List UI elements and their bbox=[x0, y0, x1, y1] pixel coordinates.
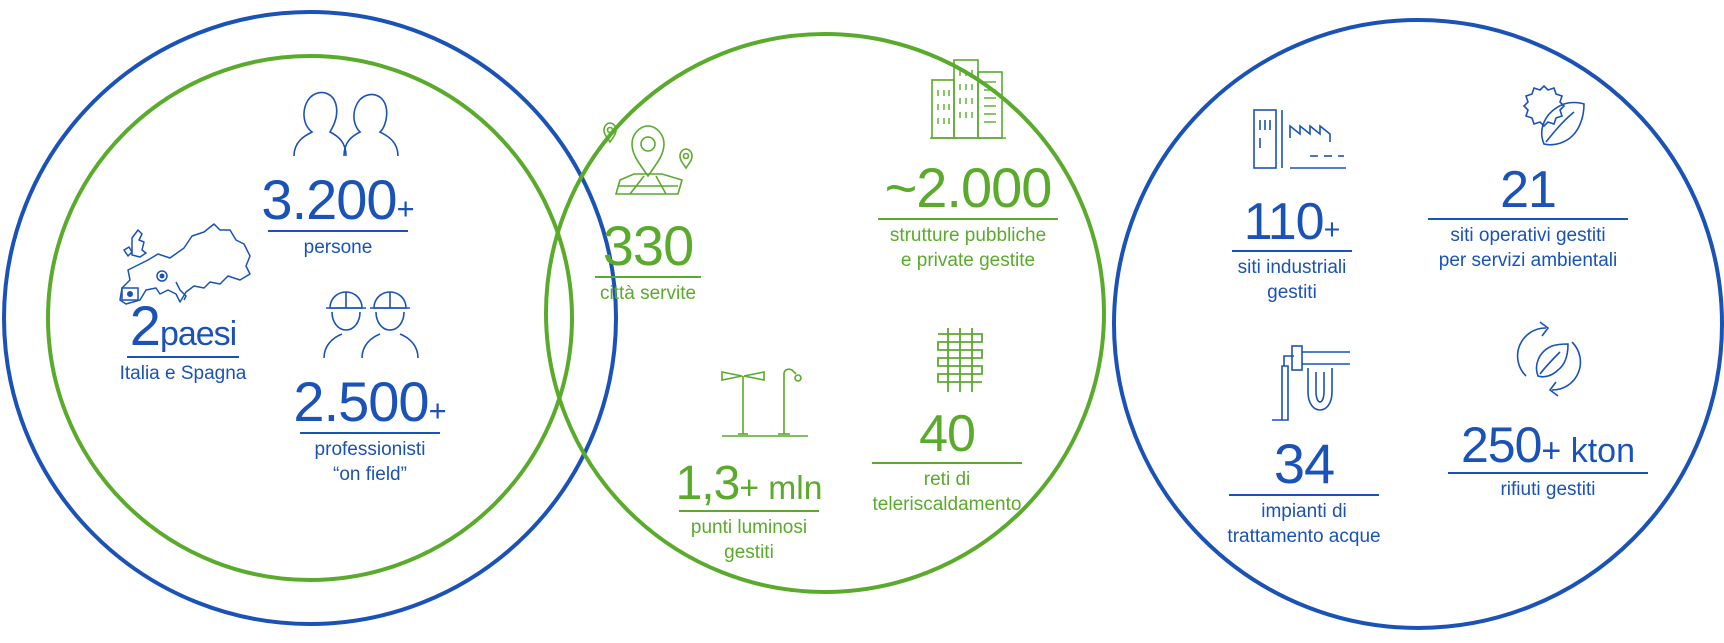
europe-map-icon bbox=[118, 220, 258, 312]
industrial-suffix: + bbox=[1323, 214, 1341, 246]
operational-label-line2: per servizi ambientali bbox=[1438, 249, 1618, 271]
outer-blue-circle-left bbox=[2, 10, 618, 626]
industrial-label-line2: gestiti bbox=[1267, 281, 1317, 303]
factory-icon bbox=[1252, 108, 1348, 170]
professionals-label-line1: professionisti bbox=[314, 439, 426, 460]
stat-waste: 250+ kton rifiuti gestiti bbox=[1448, 420, 1648, 503]
lights-rule bbox=[679, 510, 819, 512]
water-label-line1: impianti di bbox=[1261, 501, 1347, 522]
waste-rule bbox=[1448, 472, 1648, 474]
stat-people: 3.200+ persone bbox=[258, 172, 418, 261]
lights-label-line1: punti luminosi bbox=[690, 517, 808, 538]
buildings-icon bbox=[930, 58, 1006, 140]
map-pin-icon bbox=[600, 120, 700, 200]
networks-label-line2: teleriscaldamento bbox=[872, 493, 1022, 515]
recycle-leaf-icon bbox=[1514, 320, 1586, 400]
industrial-number: 110 bbox=[1243, 193, 1325, 251]
countries-suffix: paesi bbox=[159, 315, 237, 353]
stat-operational: 21 siti operativi gestiti per servizi am… bbox=[1428, 164, 1628, 273]
stat-water: 34 impianti di trattamento acque bbox=[1224, 436, 1384, 549]
water-pipe-icon bbox=[1270, 342, 1354, 422]
people-suffix: + bbox=[396, 191, 415, 226]
stat-professionals: 2.500+ professionisti “on field” bbox=[290, 374, 450, 487]
cities-rule bbox=[595, 276, 701, 278]
structures-rule bbox=[878, 218, 1058, 220]
industrial-rule bbox=[1232, 250, 1352, 252]
stat-industrial: 110+ siti industriali gestiti bbox=[1222, 196, 1362, 305]
professionals-rule bbox=[300, 432, 440, 434]
operational-label-line1: siti operativi gestiti bbox=[1450, 225, 1606, 246]
green-circle-middle bbox=[544, 32, 1106, 594]
cities-number: 330 bbox=[602, 214, 694, 277]
inner-green-circle-left bbox=[46, 54, 574, 582]
countries-number: 2 bbox=[129, 294, 161, 357]
heating-pipes-icon bbox=[934, 326, 986, 394]
structures-label-line2: e private gestite bbox=[900, 249, 1036, 271]
hard-hat-workers-icon bbox=[322, 290, 422, 362]
street-lamp-icon bbox=[720, 366, 810, 438]
operational-number: 21 bbox=[1500, 161, 1557, 219]
stat-structures: ~2.000 strutture pubbliche e private ges… bbox=[868, 160, 1068, 273]
stat-cities: 330 città servite bbox=[588, 218, 708, 307]
industrial-label-line1: siti industriali bbox=[1237, 257, 1347, 278]
lights-label-line2: gestiti bbox=[724, 541, 774, 563]
waste-label: rifiuti gestiti bbox=[1500, 479, 1596, 500]
networks-rule bbox=[872, 462, 1022, 464]
professionals-number: 2.500 bbox=[293, 370, 429, 433]
people-rule bbox=[268, 230, 408, 232]
water-label-line2: trattamento acque bbox=[1227, 525, 1381, 547]
gear-leaf-icon bbox=[1518, 84, 1588, 150]
blue-circle-right bbox=[1112, 18, 1724, 630]
networks-number: 40 bbox=[919, 405, 976, 463]
lights-suffix: + mln bbox=[739, 470, 823, 507]
structures-label-line1: strutture pubbliche bbox=[889, 225, 1047, 246]
cities-label: città servite bbox=[599, 283, 697, 304]
stat-lights: 1,3+ mln punti luminosi gestiti bbox=[664, 460, 834, 565]
people-icon bbox=[292, 88, 400, 158]
countries-label: Italia e Spagna bbox=[119, 363, 247, 384]
stat-networks: 40 reti di teleriscaldamento bbox=[872, 408, 1022, 517]
professionals-suffix: + bbox=[428, 393, 447, 428]
lights-number: 1,3 bbox=[675, 457, 741, 510]
waste-number: 250 bbox=[1460, 417, 1542, 473]
structures-number: ~2.000 bbox=[884, 156, 1053, 219]
networks-label-line1: reti di bbox=[923, 469, 971, 490]
people-label: persone bbox=[303, 237, 373, 258]
countries-rule bbox=[127, 356, 239, 358]
water-rule bbox=[1229, 494, 1379, 496]
stat-countries: 2paesi Italia e Spagna bbox=[108, 298, 258, 387]
people-number: 3.200 bbox=[261, 168, 397, 231]
professionals-label-line2: “on field” bbox=[333, 463, 407, 485]
operational-rule bbox=[1428, 218, 1628, 220]
waste-suffix: + kton bbox=[1541, 432, 1635, 470]
water-number: 34 bbox=[1273, 432, 1335, 495]
